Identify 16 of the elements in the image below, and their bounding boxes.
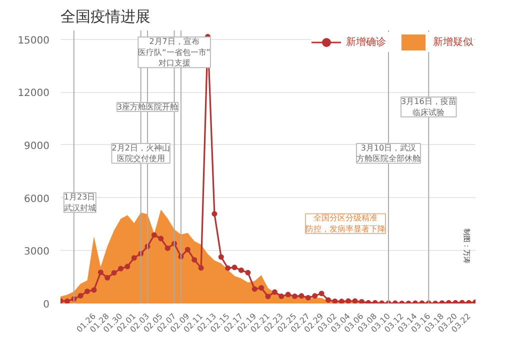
annotation: 全国分区分级精准防控，发病率显著下降 <box>306 214 386 234</box>
y-tick-label: 12000 <box>18 88 50 100</box>
legend-label: 新增疑似 <box>433 36 473 49</box>
ref-line-label: 2月2日，火神山医院交付使用 <box>112 143 170 164</box>
chart-title: 全国疫情进展 <box>60 8 150 26</box>
y-tick-label: 15000 <box>18 35 50 46</box>
ref-line-label: 1月23日武汉封城 <box>64 192 96 212</box>
ref-line-label: 3月10日，武汉方舱医院全部休舱 <box>356 143 420 164</box>
y-tick-label: 0 <box>43 300 50 310</box>
y-tick-label: 6000 <box>24 194 50 205</box>
ref-line-label: 3月16日，疫苗临床试验 <box>401 97 456 117</box>
legend-label: 新增确诊 <box>346 36 386 49</box>
ref-line-label: 3座方舱医院开舱 <box>116 102 178 112</box>
y-tick-label: 3000 <box>24 246 50 258</box>
ref-line-label: 2月7日，宣布医疗队“一省包一市”对口支援 <box>138 37 210 68</box>
y-tick-label: 9000 <box>24 140 50 152</box>
